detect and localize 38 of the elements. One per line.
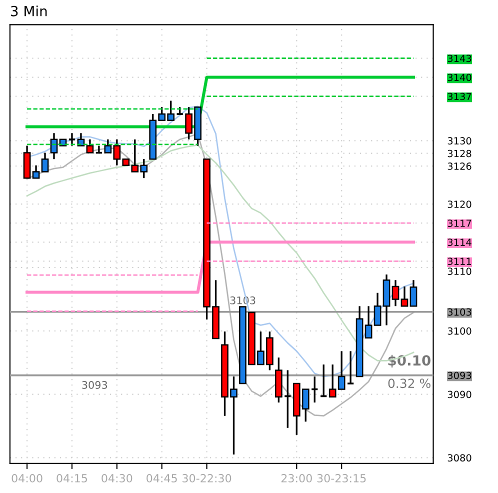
candlestick [400, 286, 408, 308]
y-tick-label: 3126 [448, 162, 472, 170]
candlestick [32, 164, 40, 179]
x-tick-label: 04:15 [56, 474, 88, 482]
y-tick-label: 3110 [448, 268, 472, 275]
y-tick-label: 3120 [448, 200, 472, 208]
y-tick-label: 3128 [448, 150, 472, 158]
x-tick-label: 04:45 [146, 474, 177, 482]
y-tick-label: 3093 [448, 372, 472, 380]
y-tick-label: 3137 [448, 92, 472, 100]
y-tick-label: 3140 [448, 74, 472, 82]
y-tick-label: 3080 [448, 454, 472, 462]
annotation: 0.32 % [388, 378, 430, 388]
chart-title: 3 Min [11, 6, 47, 16]
y-tick-label: 3103 [448, 308, 472, 316]
candlestick [41, 152, 49, 173]
x-tick-label: 23:00 [281, 474, 312, 482]
candlestick [86, 138, 94, 154]
annotation: $0.10 [388, 354, 430, 368]
x-tick-label: 30-23:15 [317, 474, 366, 482]
candlestick [346, 350, 355, 384]
x-tick-label: 04:00 [12, 474, 42, 482]
candlestick [410, 279, 418, 308]
y-tick-label: 3100 [448, 327, 472, 335]
y-tick-label: 3143 [448, 54, 472, 62]
y-tick-label: 3117 [448, 220, 472, 227]
candlestick [68, 132, 76, 147]
candlestick [374, 292, 382, 326]
x-tick-label: 04:30 [102, 474, 132, 482]
candlestick [364, 305, 372, 339]
candlestick [50, 132, 58, 160]
y-tick-label: 3114 [448, 238, 472, 246]
ref-line-label: 3093 [82, 381, 108, 389]
x-tick-label: 30-22:30 [182, 474, 232, 482]
candlestick [392, 279, 400, 308]
y-tick-label: 3130 [448, 137, 472, 145]
y-tick-label: 3090 [448, 390, 472, 398]
y-tick-label: 3111 [448, 258, 471, 265]
